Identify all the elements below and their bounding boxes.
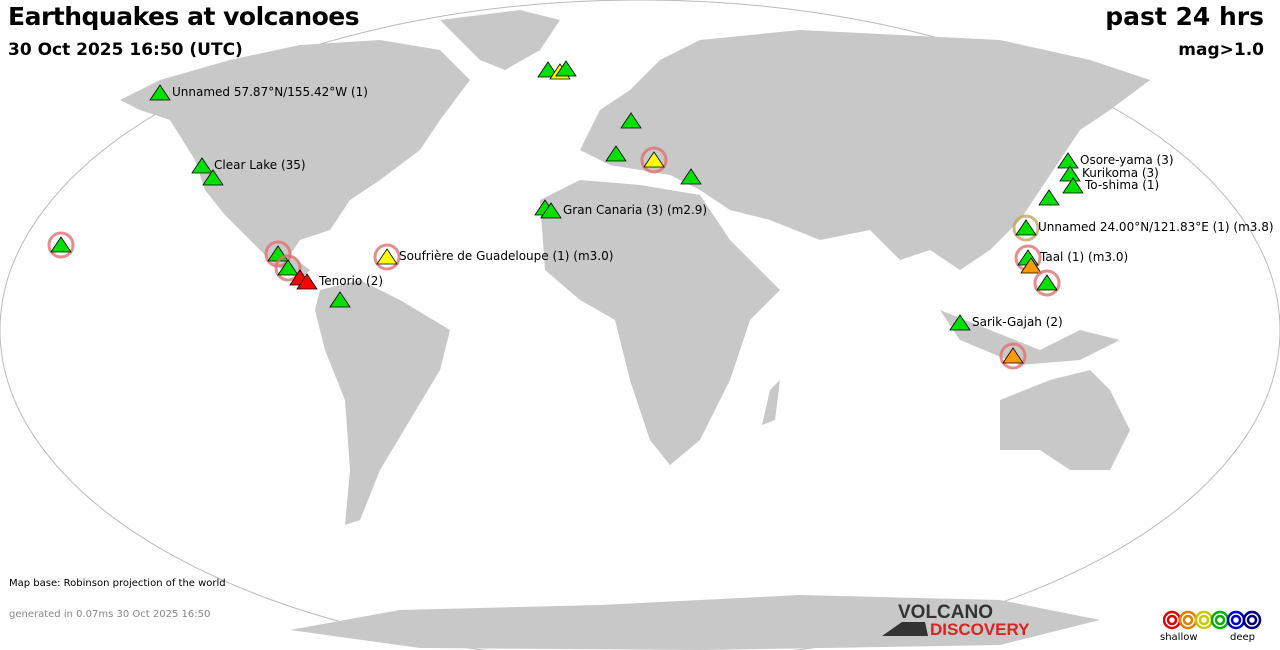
volcano-triangle-icon[interactable] — [555, 60, 577, 77]
greenland — [440, 10, 560, 70]
quake-ring — [999, 342, 1027, 370]
volcano-triangle-icon[interactable] — [1002, 347, 1024, 364]
volcano-triangle-icon[interactable] — [277, 259, 299, 276]
depth-legend-ring — [1226, 610, 1246, 630]
volcano-logo-icon — [882, 622, 928, 636]
quake-ring — [47, 231, 75, 259]
projection-note: Map base: Robinson projection of the wor… — [9, 578, 226, 589]
quake-ring — [264, 240, 292, 268]
datetime: 30 Oct 2025 16:50 (UTC) — [8, 40, 243, 60]
volcano-triangle-icon[interactable] — [329, 291, 351, 308]
volcano-label[interactable]: Kurikoma (3) — [1082, 166, 1159, 180]
volcano-triangle-icon[interactable] — [149, 84, 171, 101]
volcano-triangle-icon[interactable] — [1020, 257, 1042, 274]
volcano-label[interactable]: Clear Lake (35) — [214, 158, 306, 172]
volcano-label[interactable]: Taal (1) (m3.0) — [1040, 250, 1129, 264]
depth-legend-ring — [1210, 610, 1230, 630]
legend-shallow: shallow — [1160, 632, 1198, 643]
volcano-triangle-icon[interactable] — [540, 202, 562, 219]
volcano-triangle-icon[interactable] — [643, 151, 665, 168]
quake-ring — [373, 243, 401, 271]
volcano-triangle-icon[interactable] — [1015, 219, 1037, 236]
depth-legend-ring — [1178, 610, 1198, 630]
volcano-label[interactable]: To-shima (1) — [1085, 178, 1160, 192]
volcano-triangle-icon[interactable] — [376, 248, 398, 265]
volcano-triangle-icon[interactable] — [1057, 152, 1079, 169]
depth-legend — [1163, 610, 1262, 630]
quake-ring — [1033, 269, 1061, 297]
volcano-label[interactable]: Unnamed 24.00°N/121.83°E (1) (m3.8) — [1038, 220, 1274, 234]
generated-note: generated in 0.07ms 30 Oct 2025 16:50 — [9, 609, 211, 620]
north-america — [120, 40, 470, 280]
volcano-triangle-icon[interactable] — [620, 112, 642, 129]
volcano-label[interactable]: Sarik-Gajah (2) — [972, 315, 1063, 329]
volcano-triangle-icon[interactable] — [949, 314, 971, 331]
antarctica — [290, 595, 1100, 650]
volcano-triangle-icon[interactable] — [1059, 165, 1081, 182]
volcanodiscovery-logo[interactable]: VOLCANO DISCOVERY — [880, 602, 1040, 642]
depth-legend-ring — [1194, 610, 1214, 630]
volcano-triangle-icon[interactable] — [1036, 274, 1058, 291]
volcano-triangle-icon[interactable] — [50, 236, 72, 253]
africa — [540, 180, 780, 465]
depth-legend-ring — [1163, 610, 1182, 630]
australia — [1000, 370, 1130, 470]
europe-asia — [580, 30, 1150, 270]
madagascar — [762, 380, 780, 425]
quake-ring — [640, 146, 668, 174]
volcano-triangle-icon[interactable] — [1062, 177, 1084, 194]
southeast-asia-islands — [940, 310, 1120, 365]
volcano-triangle-icon[interactable] — [605, 145, 627, 162]
volcano-label[interactable]: Gran Canaria (3) (m2.9) — [563, 203, 708, 217]
volcano-triangle-icon[interactable] — [202, 169, 224, 186]
logo-top-text: VOLCANO — [898, 602, 993, 623]
depth-legend-ring — [1242, 610, 1262, 630]
depth-legend-ring — [1214, 614, 1226, 626]
depth-legend-ring — [1198, 614, 1210, 626]
volcano-markers — [47, 60, 1084, 370]
south-america — [315, 280, 450, 525]
land-masses — [120, 10, 1150, 650]
page-title: Earthquakes at volcanoes — [8, 2, 360, 31]
volcano-triangle-icon[interactable] — [680, 168, 702, 185]
time-period: past 24 hrs — [1105, 2, 1264, 31]
depth-legend-ring — [1182, 614, 1194, 626]
depth-legend-ring — [1246, 614, 1258, 626]
volcano-label[interactable]: Unnamed 57.87°N/155.42°W (1) — [172, 85, 368, 99]
volcano-triangle-icon[interactable] — [537, 61, 559, 78]
quake-ring — [274, 254, 302, 282]
volcano-triangle-icon[interactable] — [296, 273, 318, 290]
depth-legend-ring — [1166, 614, 1178, 626]
logo-bottom-text: DISCOVERY — [930, 620, 1030, 639]
volcano-label[interactable]: Osore-yama (3) — [1080, 153, 1174, 167]
legend-deep: deep — [1230, 632, 1255, 643]
quake-ring — [1012, 214, 1040, 242]
volcano-triangle-icon[interactable] — [1038, 189, 1060, 206]
volcano-label[interactable]: Soufrière de Guadeloupe (1) (m3.0) — [399, 249, 614, 263]
magnitude-filter: mag>1.0 — [1178, 40, 1264, 60]
volcano-label[interactable]: Tenorio (2) — [319, 274, 384, 288]
volcano-triangle-icon[interactable] — [191, 157, 213, 174]
depth-legend-ring — [1230, 614, 1242, 626]
